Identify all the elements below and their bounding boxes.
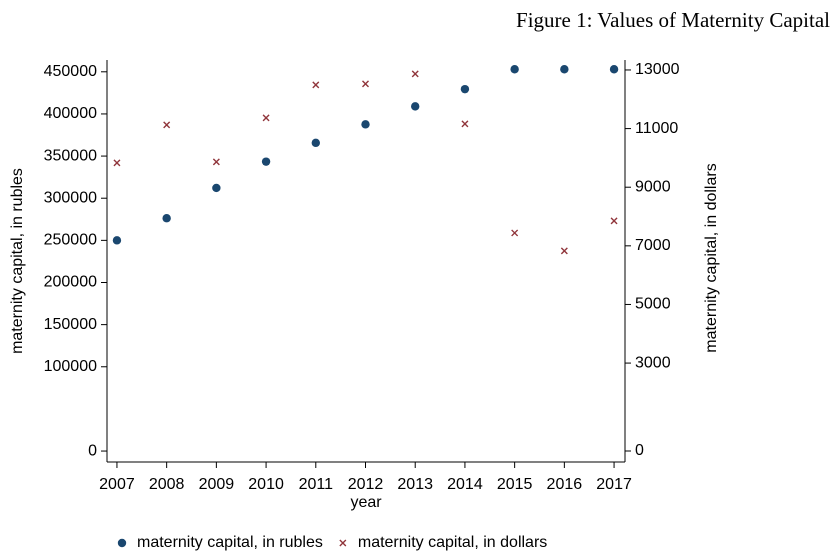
point	[163, 121, 171, 129]
y-tick-label: 150000	[44, 316, 97, 333]
x-tick-label: 2014	[447, 476, 483, 493]
legend-marker	[339, 539, 347, 547]
x-tick-label: 2010	[248, 476, 284, 493]
x-tick-label: 2016	[547, 476, 583, 493]
point	[112, 236, 122, 245]
y2-tick-label: 9000	[635, 178, 671, 195]
point	[411, 102, 420, 111]
point	[113, 159, 121, 167]
x-tick-label: 2007	[99, 476, 135, 493]
point	[361, 120, 370, 129]
y-tick-label: 400000	[44, 105, 97, 122]
point	[461, 120, 469, 128]
x-tick-label: 2011	[299, 476, 334, 493]
point	[212, 183, 221, 193]
x-tick-label: 2012	[348, 476, 384, 493]
y-tick-label: 100000	[44, 358, 97, 375]
y2-tick-label: 7000	[635, 237, 671, 254]
y2-tick-label: 11000	[635, 120, 678, 137]
y2-tick-label: 5000	[635, 296, 671, 313]
y-axis-label: maternity capital, in rubles	[9, 168, 26, 354]
point	[162, 214, 171, 223]
legend-label: maternity capital, in rubles	[137, 534, 323, 551]
point	[212, 158, 220, 166]
point	[609, 65, 619, 74]
point	[312, 81, 320, 89]
point	[262, 114, 270, 122]
x-axis-label: year	[350, 494, 382, 511]
x-tick-label: 2008	[149, 476, 185, 493]
y-tick-label: 350000	[44, 147, 97, 164]
point	[560, 247, 568, 255]
chart-title: Figure 1: Values of Maternity Capital	[516, 8, 830, 32]
legend-label: maternity capital, in dollars	[358, 534, 547, 551]
legend-marker	[117, 538, 127, 548]
y2-tick-label: 13000	[635, 61, 680, 78]
point	[511, 229, 519, 237]
y2-axis-label: maternity capital, in dollars	[703, 163, 720, 352]
point	[460, 84, 470, 94]
y2-tick-label: 3000	[635, 354, 671, 371]
y2-tick-label: 0	[635, 442, 644, 459]
y-tick-label: 450000	[44, 63, 97, 80]
point	[362, 80, 369, 88]
x-tick-label: 2015	[497, 476, 533, 493]
y-tick-label: 0	[88, 442, 97, 459]
x-tick-label: 2013	[397, 476, 433, 493]
point	[610, 217, 618, 225]
point	[560, 65, 569, 74]
y-tick-label: 300000	[44, 189, 97, 206]
x-tick-label: 2009	[199, 476, 235, 493]
x-tick-label: 2017	[596, 476, 632, 493]
point	[510, 65, 519, 74]
point	[411, 70, 419, 78]
point	[261, 157, 271, 166]
y-tick-label: 250000	[44, 232, 97, 249]
point	[311, 138, 320, 148]
y-tick-label: 200000	[44, 274, 97, 291]
